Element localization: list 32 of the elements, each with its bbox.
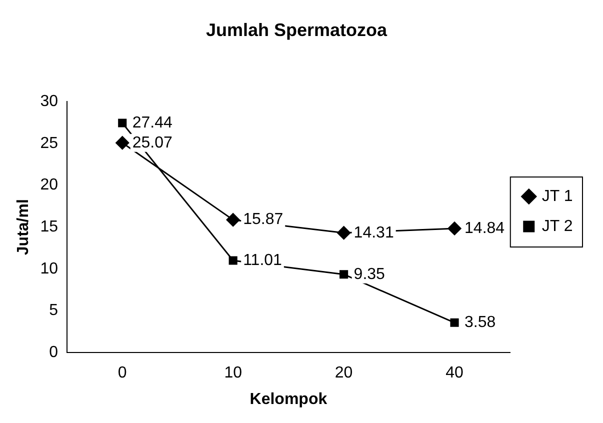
x-tick-label: 10 bbox=[224, 364, 242, 382]
legend-label: JT 1 bbox=[542, 188, 573, 205]
data-label: 25.07 bbox=[132, 134, 172, 152]
point bbox=[450, 318, 459, 327]
point bbox=[118, 118, 127, 128]
point bbox=[226, 213, 240, 227]
y-tick-label: 0 bbox=[49, 344, 58, 362]
legend-label: JT 2 bbox=[542, 218, 573, 235]
y-tick-label: 30 bbox=[40, 93, 58, 110]
y-tick-label: 25 bbox=[40, 134, 58, 152]
x-tick-label: 0 bbox=[118, 364, 127, 382]
data-label: 11.01 bbox=[243, 252, 282, 269]
point bbox=[448, 222, 462, 236]
data-label: 3.58 bbox=[464, 314, 496, 332]
data-label: 27.44 bbox=[132, 114, 172, 132]
x-tick-label: 40 bbox=[446, 364, 464, 382]
y-tick-label: 10 bbox=[40, 260, 58, 278]
point bbox=[340, 270, 348, 279]
point bbox=[337, 226, 351, 240]
data-label: 9.35 bbox=[354, 266, 386, 283]
data-label: 14.84 bbox=[464, 220, 505, 237]
x-axis-title: Kelompok bbox=[250, 390, 328, 408]
y-tick-label: 20 bbox=[40, 176, 58, 194]
y-axis-title: Juta/ml bbox=[15, 199, 32, 256]
y-tick-label: 5 bbox=[49, 302, 58, 320]
data-label: 15.87 bbox=[243, 211, 284, 228]
y-tick-label: 15 bbox=[40, 218, 58, 236]
point bbox=[116, 136, 130, 150]
x-tick-label: 20 bbox=[334, 364, 353, 382]
point bbox=[228, 256, 238, 265]
chart-title: Jumlah Spermatozoa bbox=[206, 20, 388, 40]
data-label: 14.31 bbox=[354, 224, 394, 242]
